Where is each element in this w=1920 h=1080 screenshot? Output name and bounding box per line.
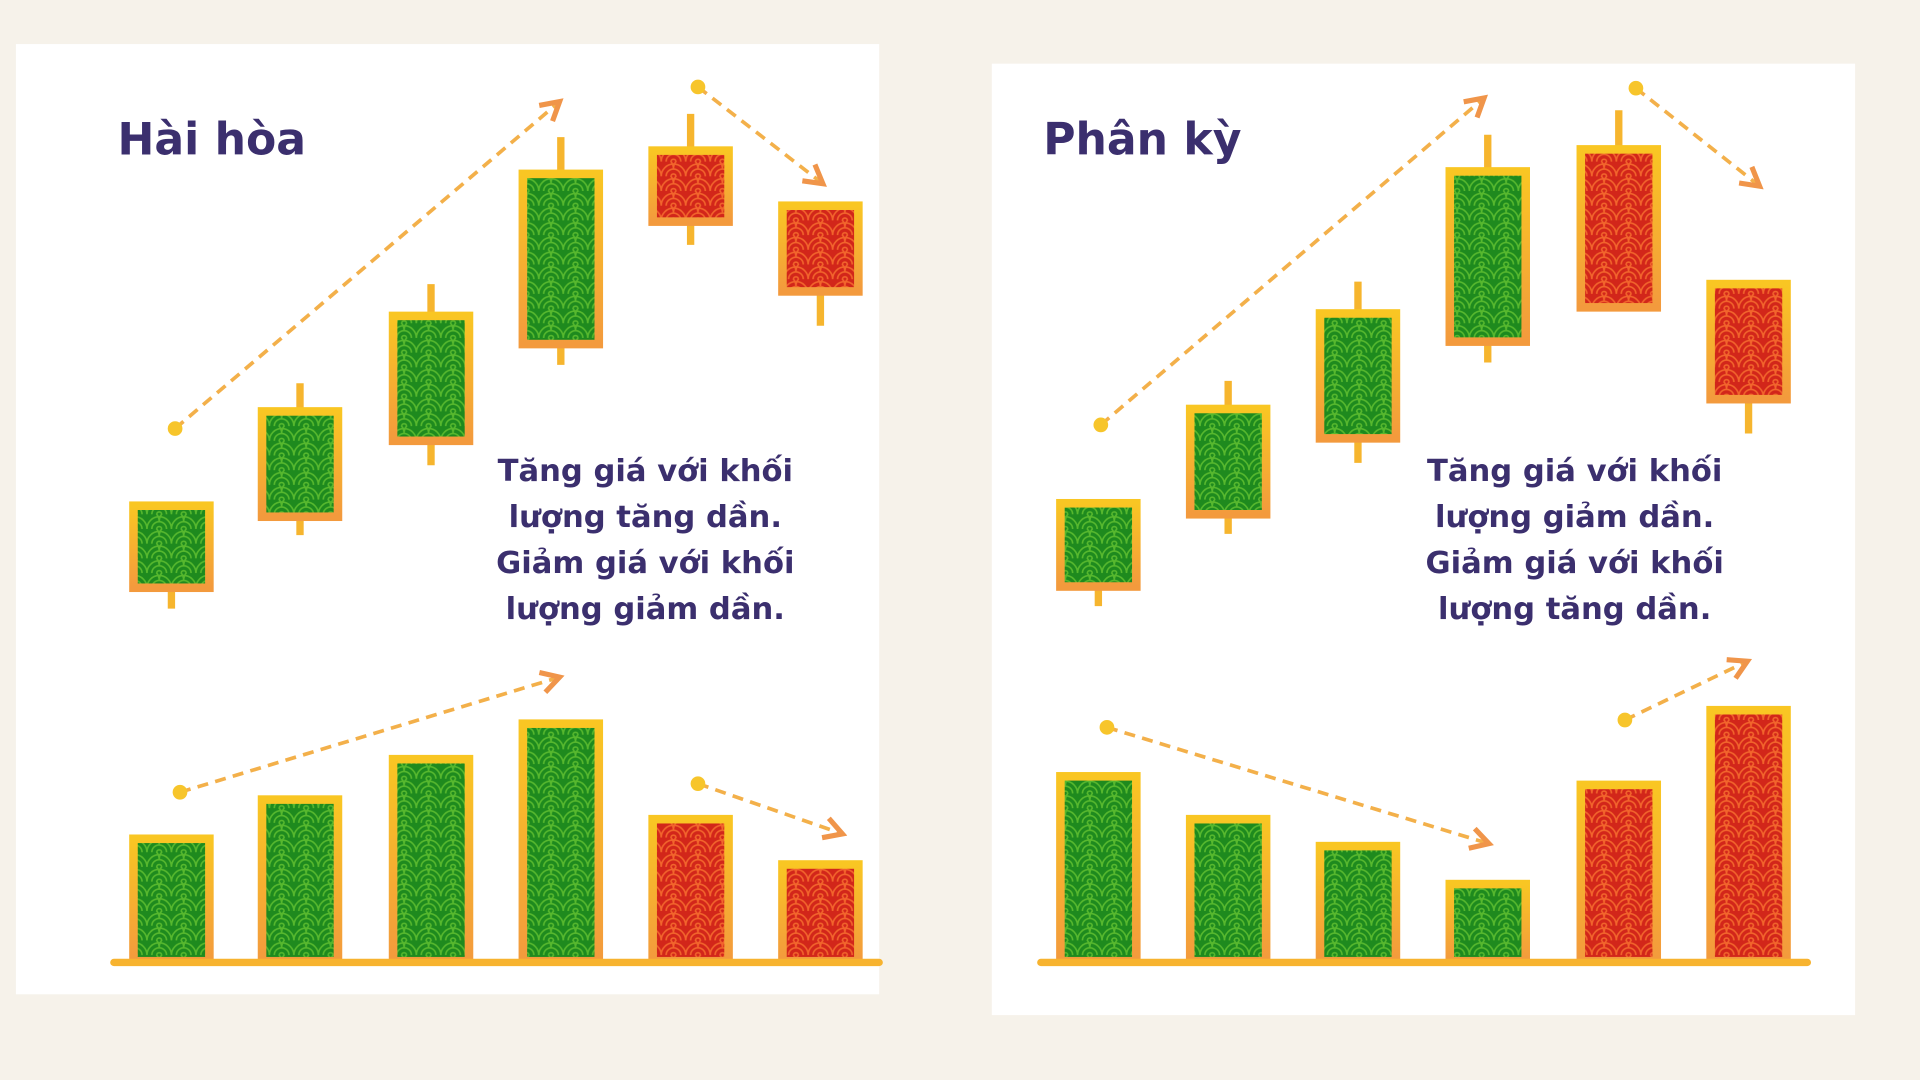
candle-body <box>1315 309 1401 443</box>
volume-bar <box>1315 841 1401 966</box>
description-line: Giảm giá với khối <box>1426 546 1724 581</box>
trend-arrow <box>1624 661 1747 722</box>
volume-bar <box>778 860 863 966</box>
description-line: lượng giảm dần. <box>506 592 785 627</box>
volume-bar <box>1576 780 1662 966</box>
trend-arrow <box>696 85 823 184</box>
description-line: Tăng giá với khối <box>498 454 793 489</box>
trend-dot <box>1617 712 1633 728</box>
panel-title: Phân kỳ <box>1043 114 1241 165</box>
trend-arrow <box>1634 86 1760 186</box>
candle-body <box>778 201 863 296</box>
description-line: Tăng giá với khối <box>1427 454 1722 489</box>
volume-bar <box>1706 705 1791 966</box>
candle-body <box>1445 167 1530 346</box>
candle-body <box>1056 498 1141 591</box>
trend-dot <box>690 79 706 95</box>
trend-dot <box>1628 80 1644 96</box>
trend-dot <box>1093 417 1109 433</box>
trend-arrow <box>697 781 842 834</box>
trend-arrow <box>1106 725 1489 843</box>
trend-arrow <box>179 677 560 795</box>
volume-bar <box>257 795 343 966</box>
trend-dot <box>690 776 706 792</box>
trend-arrow <box>1099 98 1484 427</box>
volume-bar <box>1445 879 1530 966</box>
description-line: lượng tăng dần. <box>509 500 782 535</box>
volume-bar <box>648 814 733 966</box>
candle-body <box>1576 145 1662 312</box>
description-line: lượng tăng dần. <box>1438 592 1711 627</box>
candle-body <box>388 311 474 446</box>
trend-dot <box>167 421 183 436</box>
candle-body <box>129 501 214 593</box>
description-line: Giảm giá với khối <box>496 546 794 581</box>
candle-body <box>518 169 604 349</box>
volume-bar <box>1185 814 1271 966</box>
candle-body <box>648 146 733 226</box>
description-line: lượng giảm dần. <box>1435 500 1714 535</box>
candle-body <box>257 407 343 522</box>
candle-body <box>1706 279 1791 404</box>
volume-bar <box>1056 772 1141 966</box>
candle-body <box>1185 404 1271 519</box>
volume-bar <box>388 754 474 966</box>
trend-arrow <box>173 102 559 430</box>
volume-bar <box>518 719 604 966</box>
volume-bar <box>129 834 214 966</box>
panel-title: Hài hòa <box>118 114 307 165</box>
trend-dot <box>1099 720 1115 735</box>
shapes: Tăng giá với khối lượng tăng dần. Giảm giá… <box>110 79 1812 967</box>
trend-dot <box>172 784 188 800</box>
